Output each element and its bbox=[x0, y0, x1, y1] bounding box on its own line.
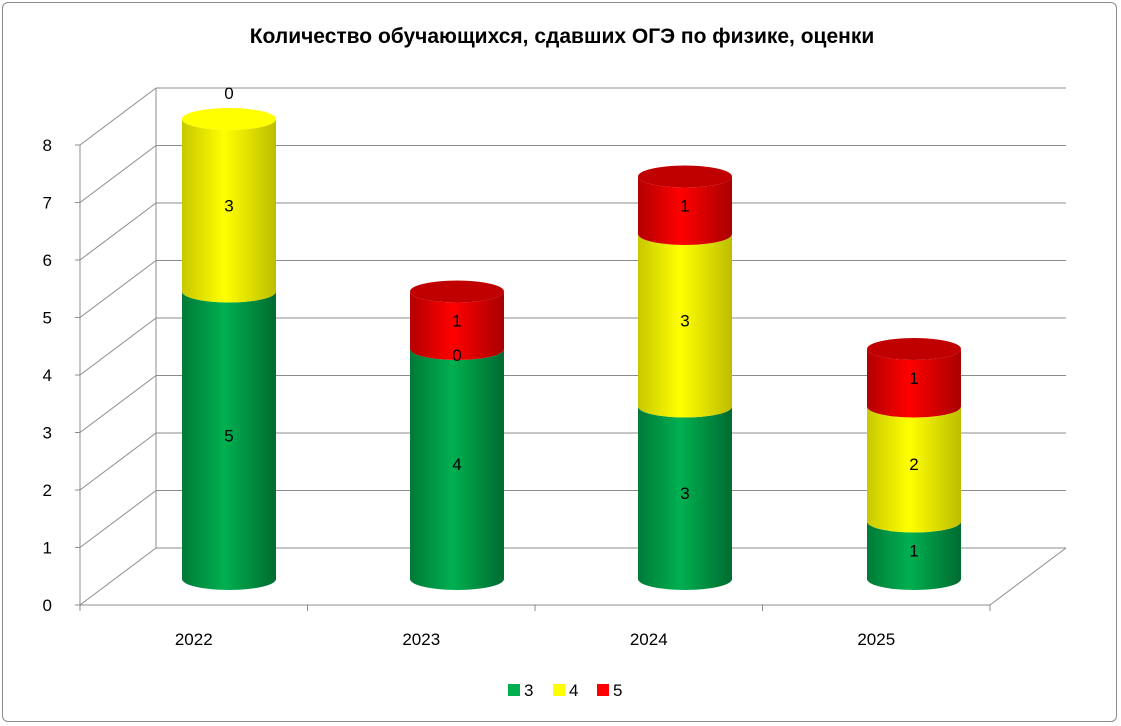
bar-segment bbox=[867, 349, 961, 418]
y-tick-label: 3 bbox=[43, 424, 52, 443]
bar-segment bbox=[182, 291, 276, 590]
bar-segment bbox=[867, 521, 961, 590]
gridline-side bbox=[79, 432, 157, 491]
bar-segment bbox=[638, 176, 732, 245]
data-label: 0 bbox=[452, 346, 461, 365]
gridline-side bbox=[79, 260, 157, 318]
y-tick-label: 0 bbox=[43, 596, 52, 615]
data-label: 4 bbox=[452, 455, 461, 474]
x-tick-label: 2024 bbox=[630, 630, 668, 649]
x-tick-label: 2023 bbox=[402, 630, 440, 649]
gridline-side bbox=[79, 375, 157, 433]
bar-segment bbox=[410, 291, 504, 360]
data-label: 1 bbox=[909, 541, 918, 560]
floor-right-edge bbox=[989, 547, 1067, 606]
labels-layer: 5 3 0 4 0 1 3 3 1 1 2 1 bbox=[224, 84, 918, 560]
data-label: 3 bbox=[680, 484, 689, 503]
data-label: 2 bbox=[909, 455, 918, 474]
data-label: 3 bbox=[224, 196, 233, 215]
data-label: 1 bbox=[680, 196, 689, 215]
bar-top-cap bbox=[410, 280, 504, 303]
legend: 3 4 5 bbox=[508, 681, 622, 700]
data-label: 1 bbox=[909, 369, 918, 388]
gridline-side bbox=[79, 490, 157, 548]
y-tick-label: 4 bbox=[43, 366, 52, 385]
data-label: 3 bbox=[680, 311, 689, 330]
gridline-side bbox=[79, 317, 157, 376]
gridline-side bbox=[79, 202, 157, 261]
gridline-side bbox=[79, 547, 157, 606]
legend-label: 5 bbox=[613, 681, 622, 700]
bar-segment bbox=[410, 349, 504, 590]
bar-segment bbox=[638, 406, 732, 590]
data-label: 1 bbox=[452, 311, 461, 330]
bar-top-cap bbox=[182, 108, 276, 130]
bars-layer bbox=[181, 108, 961, 590]
legend-swatch bbox=[553, 684, 565, 696]
legend-label: 3 bbox=[524, 681, 533, 700]
bar-segment bbox=[638, 234, 732, 418]
y-tick-label: 1 bbox=[43, 539, 52, 558]
chart-title: Количество обучающихся, сдавших ОГЭ по ф… bbox=[250, 25, 875, 48]
y-tick-label: 5 bbox=[43, 309, 52, 328]
gridline-side bbox=[79, 87, 157, 146]
legend-label: 4 bbox=[569, 681, 578, 700]
y-tick-label: 6 bbox=[43, 251, 52, 270]
bar-segment bbox=[867, 406, 961, 533]
x-tick-label: 2025 bbox=[857, 630, 895, 649]
data-label: 0 bbox=[224, 84, 233, 103]
axis-layer: 0 1 2 3 4 5 6 7 8 2022 2023 2024 2025 bbox=[43, 136, 991, 649]
gridline-side bbox=[79, 145, 157, 203]
y-tick-label: 7 bbox=[43, 194, 52, 213]
legend-swatch bbox=[508, 684, 520, 696]
legend-swatch bbox=[597, 684, 609, 696]
bar-top-cap bbox=[638, 165, 732, 188]
y-tick-label: 8 bbox=[43, 136, 52, 155]
data-label: 5 bbox=[224, 426, 233, 445]
y-tick-label: 2 bbox=[43, 481, 52, 500]
bar-segment bbox=[181, 119, 276, 303]
bar-top-cap bbox=[867, 338, 961, 360]
x-tick-label: 2022 bbox=[175, 630, 213, 649]
